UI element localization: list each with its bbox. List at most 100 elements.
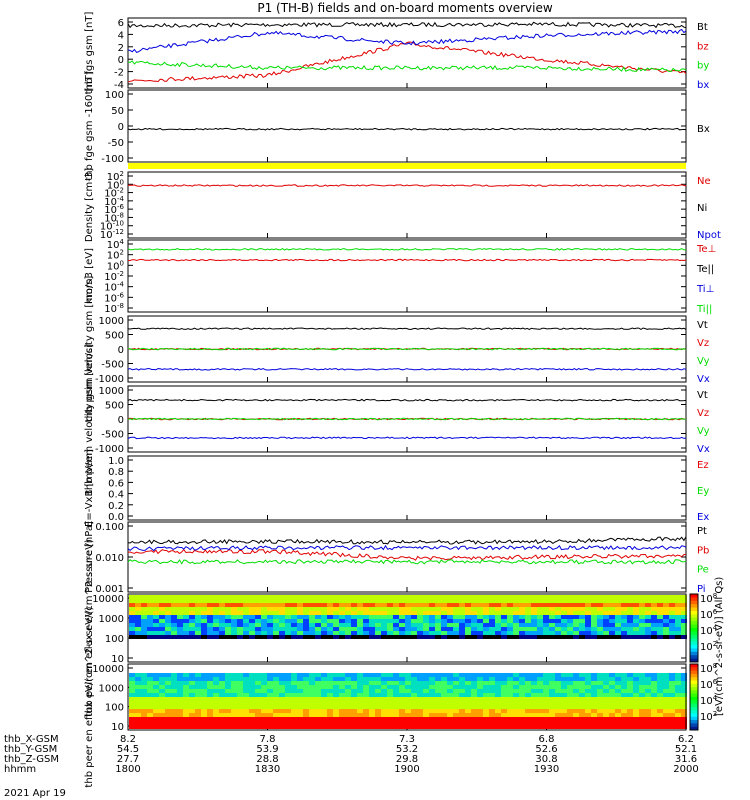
ytick-label-peem: 0 <box>118 415 124 426</box>
heat-cell-peir <box>507 619 513 623</box>
heat-cell-peer <box>243 717 249 721</box>
heat-cell-peir <box>633 619 639 623</box>
heat-cell-peir <box>231 595 237 599</box>
heat-cell-peer <box>165 721 171 725</box>
heat-cell-peir <box>135 595 141 599</box>
panel-frame-fge <box>127 89 687 163</box>
heat-cell-peer <box>561 681 567 685</box>
heat-cell-peer <box>579 705 585 709</box>
heat-cell-peir <box>129 635 135 639</box>
heat-cell-peer <box>249 689 255 693</box>
heat-cell-peir <box>351 595 357 599</box>
heat-cell-peir <box>189 603 195 607</box>
heat-cell-peer <box>273 689 279 693</box>
heat-cell-peir <box>465 611 471 615</box>
heat-cell-peer <box>387 721 393 725</box>
heat-cell-peer <box>621 717 627 721</box>
heat-cell-peir <box>291 611 297 615</box>
heat-cell-peer <box>393 685 399 689</box>
heat-cell-peer <box>519 685 525 689</box>
heat-cell-peir <box>441 619 447 623</box>
heat-cell-peir <box>627 631 633 635</box>
heat-cell-peer <box>651 689 657 693</box>
heat-cell-peir <box>609 603 615 607</box>
heat-cell-peir <box>165 631 171 635</box>
heat-cell-peer <box>231 693 237 697</box>
heat-cell-peer <box>471 673 477 677</box>
heat-cell-peir <box>633 631 639 635</box>
heat-cell-peir <box>519 627 525 631</box>
heat-cell-peer <box>513 713 519 717</box>
heat-cell-peer <box>615 673 621 677</box>
heat-cell-peer <box>513 681 519 685</box>
heat-cell-peir <box>585 595 591 599</box>
colorbar-tick-label: 106 <box>700 608 718 621</box>
heat-cell-peer <box>573 705 579 709</box>
heat-cell-peir <box>399 635 405 639</box>
heat-cell-peer <box>141 709 147 713</box>
heat-cell-peer <box>399 693 405 697</box>
heat-cell-peer <box>501 709 507 713</box>
heat-cell-peir <box>525 603 531 607</box>
heat-cell-peir <box>243 603 249 607</box>
heat-cell-peer <box>639 701 645 705</box>
heat-cell-peer <box>543 705 549 709</box>
heat-cell-peir <box>501 619 507 623</box>
heat-cell-peer <box>561 685 567 689</box>
heat-cell-peir <box>231 599 237 603</box>
heat-cell-peer <box>483 721 489 725</box>
heat-cell-peir <box>573 607 579 611</box>
heat-cell-peer <box>633 709 639 713</box>
heat-cell-peer <box>159 677 165 681</box>
heat-cell-peer <box>615 701 621 705</box>
heat-cell-peir <box>297 623 303 627</box>
heat-cell-peer <box>615 685 621 689</box>
heat-cell-peer <box>441 705 447 709</box>
heat-cell-peir <box>207 631 213 635</box>
heat-cell-peer <box>477 701 483 705</box>
heat-cell-peir <box>621 627 627 631</box>
heat-cell-peir <box>375 631 381 635</box>
heat-cell-peer <box>411 705 417 709</box>
heat-cell-peir <box>591 599 597 603</box>
heat-cell-peir <box>405 631 411 635</box>
heat-cell-peir <box>633 635 639 639</box>
colorbar-swatch <box>690 648 698 653</box>
heat-cell-peir <box>303 619 309 623</box>
heat-cell-peer <box>417 709 423 713</box>
heat-cell-peer <box>153 677 159 681</box>
heat-cell-peer <box>483 701 489 705</box>
heat-cell-peir <box>261 611 267 615</box>
heat-cell-peir <box>351 607 357 611</box>
heat-cell-peir <box>609 619 615 623</box>
heat-cell-peir <box>411 631 417 635</box>
heat-cell-peir <box>417 607 423 611</box>
heat-cell-peer <box>627 709 633 713</box>
heat-cell-peir <box>333 619 339 623</box>
heat-cell-peer <box>171 705 177 709</box>
heat-cell-peir <box>165 623 171 627</box>
heat-cell-peir <box>663 623 669 627</box>
heat-cell-peer <box>681 681 687 685</box>
heat-cell-peer <box>267 677 273 681</box>
heat-cell-peir <box>129 631 135 635</box>
heat-cell-peer <box>627 701 633 705</box>
heat-cell-peer <box>627 693 633 697</box>
heat-cell-peer <box>207 709 213 713</box>
heat-cell-peer <box>189 705 195 709</box>
heat-cell-peer <box>207 705 213 709</box>
heat-cell-peer <box>147 701 153 705</box>
heat-cell-peer <box>615 717 621 721</box>
heat-cell-peer <box>597 701 603 705</box>
heat-cell-peer <box>255 709 261 713</box>
heat-cell-peer <box>207 693 213 697</box>
heat-cell-peer <box>285 701 291 705</box>
heat-cell-peir <box>645 619 651 623</box>
heat-cell-peer <box>321 685 327 689</box>
heat-cell-peir <box>393 635 399 639</box>
heat-cell-peer <box>537 717 543 721</box>
heat-cell-peir <box>411 619 417 623</box>
heat-cell-peer <box>315 713 321 717</box>
heat-cell-peir <box>435 599 441 603</box>
heat-cell-peir <box>459 635 465 639</box>
